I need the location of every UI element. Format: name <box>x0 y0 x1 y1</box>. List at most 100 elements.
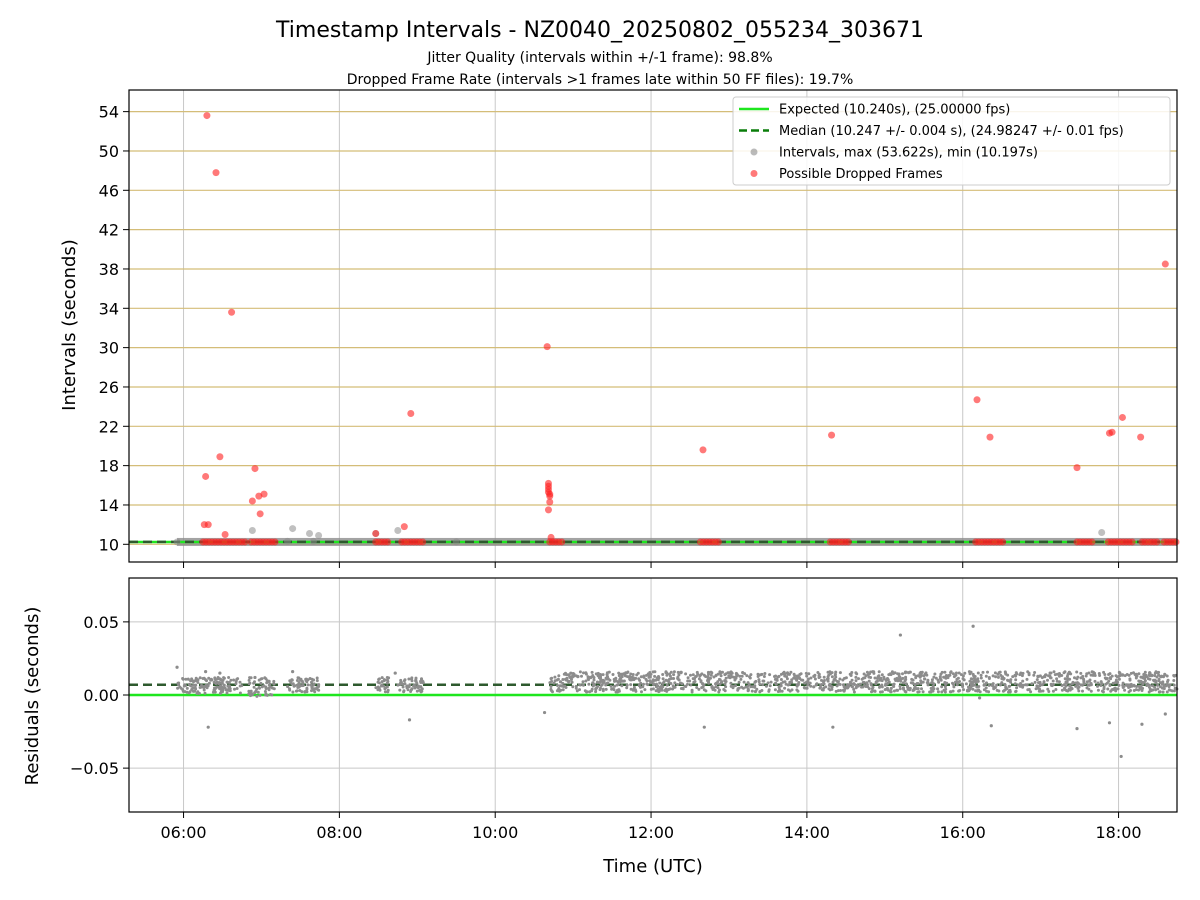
residual-point <box>1074 684 1078 688</box>
residual-point <box>897 678 901 682</box>
x-tick-label: 08:00 <box>316 823 362 842</box>
chart-legend: Expected (10.240s), (25.00000 fps) Median… <box>732 96 1171 186</box>
residual-point <box>565 673 569 677</box>
residual-point <box>1087 679 1091 683</box>
residual-point <box>176 686 180 690</box>
residual-point <box>317 683 321 687</box>
residual-point <box>1019 671 1023 675</box>
residual-point <box>694 675 698 679</box>
residual-point <box>943 681 947 684</box>
residual-point <box>812 685 816 689</box>
residual-point <box>1170 689 1174 693</box>
residual-point <box>651 678 655 682</box>
dropped-frame-point <box>1161 260 1169 268</box>
residual-point <box>1106 687 1110 691</box>
residual-point <box>769 680 773 684</box>
residual-outlier-point <box>831 725 835 729</box>
residual-point <box>1002 677 1005 681</box>
residual-point <box>656 678 660 682</box>
residual-point <box>631 673 635 676</box>
residual-outlier-point <box>978 696 982 700</box>
residual-point <box>385 678 389 682</box>
intervals-y-tick-label: 30 <box>99 339 119 358</box>
residual-point <box>877 670 881 674</box>
residual-point <box>1107 679 1111 683</box>
residual-point <box>234 680 238 683</box>
residual-point <box>981 679 985 683</box>
residual-point <box>417 684 420 688</box>
residual-point <box>698 674 702 678</box>
residual-point <box>887 673 891 677</box>
residual-point <box>880 673 884 677</box>
dropped-frame-point <box>547 533 555 541</box>
residual-point <box>606 681 610 685</box>
residual-point <box>993 671 997 675</box>
residual-point <box>773 688 777 692</box>
residual-point <box>641 685 645 689</box>
residual-point <box>1134 688 1138 692</box>
residual-point <box>1157 679 1161 683</box>
residual-point <box>706 675 710 679</box>
residual-point <box>1127 673 1131 677</box>
residual-point <box>689 673 692 677</box>
residual-point <box>948 690 952 694</box>
residual-point <box>1080 683 1084 687</box>
residual-point <box>651 687 655 691</box>
residual-point <box>727 671 731 675</box>
residual-point <box>684 685 688 688</box>
residual-point <box>908 670 912 674</box>
residual-point <box>300 684 304 688</box>
dropped-frame-point <box>248 497 256 505</box>
residual-point <box>940 685 944 689</box>
residual-point <box>964 682 968 686</box>
residual-point <box>191 679 195 683</box>
residual-point <box>1150 673 1154 677</box>
residual-point <box>878 685 881 689</box>
residual-point <box>842 689 846 693</box>
dropped-frame-point <box>1137 433 1145 441</box>
residual-point <box>624 671 628 675</box>
residual-point <box>1079 671 1083 675</box>
residual-point <box>655 682 658 686</box>
residual-point <box>912 672 916 676</box>
residual-point <box>739 677 743 681</box>
residual-outlier-point <box>1075 727 1079 731</box>
residual-point <box>561 688 565 692</box>
dropped-frame-point <box>400 523 408 531</box>
residual-point <box>870 687 874 691</box>
residual-point <box>595 680 599 684</box>
residual-point <box>928 690 932 694</box>
dropped-frame-point <box>999 538 1007 546</box>
residual-point <box>1161 690 1165 694</box>
legend-label: Intervals, max (53.622s), min (10.197s) <box>779 146 1038 161</box>
interval-point <box>248 527 256 535</box>
residual-point <box>969 670 973 674</box>
residual-point <box>1133 672 1137 676</box>
residual-point <box>1053 673 1057 677</box>
residual-point <box>1166 678 1170 682</box>
residual-point <box>979 676 983 680</box>
residual-point <box>867 687 871 691</box>
residual-point <box>401 682 405 686</box>
residual-point <box>1143 670 1147 674</box>
residual-point <box>601 673 605 677</box>
residual-point <box>724 685 728 689</box>
residual-point <box>944 674 948 678</box>
residual-point <box>264 687 268 691</box>
interval-point <box>173 538 181 546</box>
residual-point <box>1153 685 1157 689</box>
residual-point <box>419 679 423 683</box>
residual-point <box>599 686 602 690</box>
residual-point <box>1021 679 1025 683</box>
residual-point <box>1013 682 1017 686</box>
residual-point <box>1071 680 1075 684</box>
residual-point <box>594 690 598 694</box>
residual-point <box>1038 687 1042 691</box>
residual-point <box>386 688 390 692</box>
residual-point <box>780 689 784 693</box>
residual-outlier-point <box>898 633 902 637</box>
residual-point <box>742 680 746 684</box>
residual-point <box>740 685 744 689</box>
residual-point <box>872 671 876 675</box>
